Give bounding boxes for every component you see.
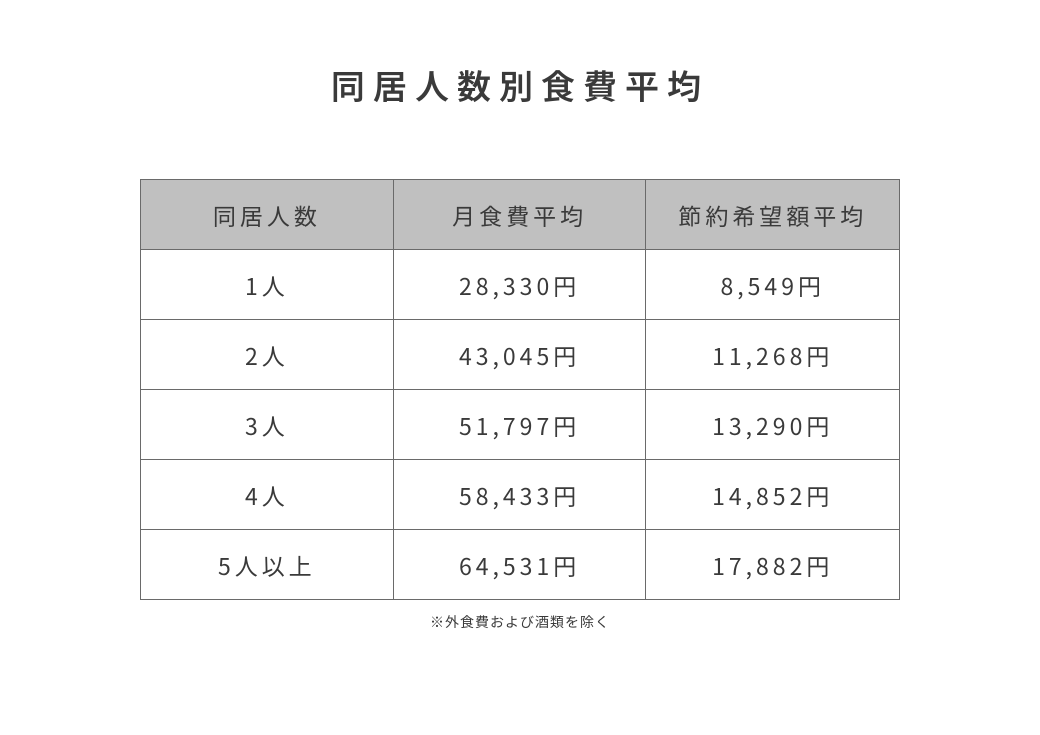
table-cell: 58,433円: [393, 460, 646, 530]
table-cell: 43,045円: [393, 320, 646, 390]
table-cell: 8,549円: [646, 250, 900, 320]
table-header-cell: 節約希望額平均: [646, 180, 900, 250]
table-row: 3人 51,797円 13,290円: [141, 390, 900, 460]
table-header-cell: 同居人数: [141, 180, 394, 250]
table-row: 2人 43,045円 11,268円: [141, 320, 900, 390]
table-row: 5人以上 64,531円 17,882円: [141, 530, 900, 600]
table-row: 4人 58,433円 14,852円: [141, 460, 900, 530]
table-row: 1人 28,330円 8,549円: [141, 250, 900, 320]
data-table: 同居人数 月食費平均 節約希望額平均 1人 28,330円 8,549円 2人 …: [140, 179, 900, 600]
table-cell: 13,290円: [646, 390, 900, 460]
table-cell: 4人: [141, 460, 394, 530]
table-cell: 28,330円: [393, 250, 646, 320]
table-cell: 3人: [141, 390, 394, 460]
table-cell: 2人: [141, 320, 394, 390]
table-cell: 5人以上: [141, 530, 394, 600]
table-cell: 1人: [141, 250, 394, 320]
page-title: 同居人数別食費平均: [0, 0, 1040, 109]
table-header-cell: 月食費平均: [393, 180, 646, 250]
table-cell: 14,852円: [646, 460, 900, 530]
table-cell: 64,531円: [393, 530, 646, 600]
table-header-row: 同居人数 月食費平均 節約希望額平均: [141, 180, 900, 250]
table-cell: 17,882円: [646, 530, 900, 600]
footnote: ※外食費および酒類を除く: [140, 612, 900, 632]
table-cell: 51,797円: [393, 390, 646, 460]
table-cell: 11,268円: [646, 320, 900, 390]
table-container: 同居人数 月食費平均 節約希望額平均 1人 28,330円 8,549円 2人 …: [140, 179, 900, 632]
